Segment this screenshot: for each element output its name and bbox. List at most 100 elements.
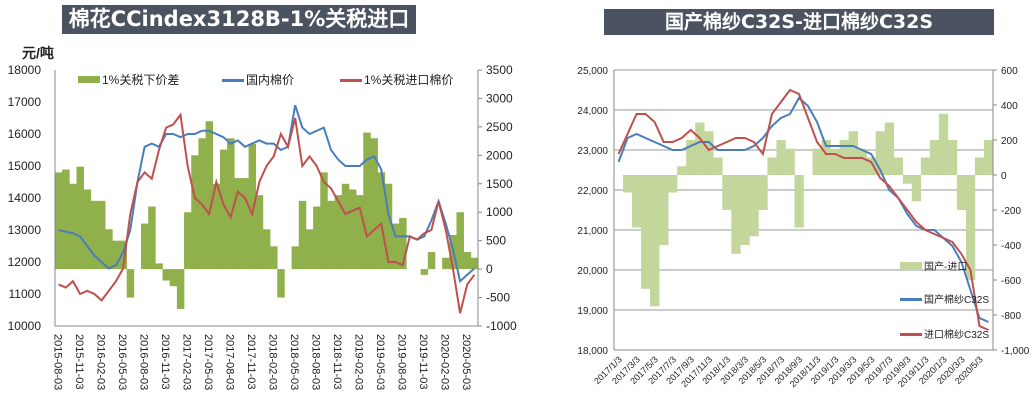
chart1-legend-label: 1%关税下价差: [102, 73, 179, 87]
chart1-x-tick-label: 2017-02-03: [181, 334, 193, 390]
chart1-bar: [463, 252, 472, 270]
chart2-y-tick-label: 24,000: [577, 106, 608, 117]
chart1-bar: [327, 200, 335, 270]
chart1-legend-swatch: [340, 79, 362, 82]
chart1-bar: [377, 172, 386, 270]
chart2-bar: [857, 148, 867, 175]
chart1-legend-swatch: [78, 76, 100, 83]
chart1-y-tick-label: 14000: [8, 191, 42, 205]
chart2-bar: [713, 157, 723, 175]
chart1-y-tick-label: 13000: [8, 223, 42, 237]
chart1-bar: [98, 200, 106, 270]
chart1-bar: [234, 178, 242, 270]
chart1-bar: [456, 212, 464, 270]
chart2-bar: [695, 122, 705, 175]
chart2-bar: [956, 175, 967, 210]
chart1-y-tick-label: 10000: [8, 319, 42, 333]
chart1-y2-tick-label: 3500: [486, 63, 513, 77]
chart2-y2-tick-label: 400: [1001, 101, 1018, 112]
chart2-bar: [812, 148, 822, 175]
chart1-bar: [363, 132, 371, 270]
chart1-y-tick-label: 12000: [8, 255, 42, 269]
chart1-bar: [227, 138, 235, 270]
chart1-bar: [212, 183, 221, 270]
chart1-bar: [69, 183, 77, 270]
chart2-bar: [740, 175, 750, 245]
chart1-x-tick-label: 2020-02-03: [439, 334, 451, 390]
chart2-y2-tick-label: 0: [1001, 171, 1007, 182]
chart2-bar: [875, 131, 886, 175]
chart1-bar: [320, 172, 328, 270]
chart1-bar: [176, 269, 185, 309]
chart2-bar: [929, 140, 940, 175]
chart1-y2-tick-label: 2000: [486, 148, 513, 162]
chart1-y2-tick-label: 500: [486, 234, 506, 248]
chart2-y-tick-label: 18,000: [577, 346, 608, 357]
chart2-bar: [641, 175, 651, 289]
chart2-bar: [668, 175, 678, 193]
chart2-bar: [821, 140, 831, 175]
chart2-bar: [947, 140, 958, 175]
chart2-bar: [722, 175, 732, 210]
chart1-x-tick-label: 2016-11-03: [159, 334, 171, 389]
chart2-bar: [758, 175, 768, 210]
chart1-bar: [348, 189, 357, 270]
chart1-bar: [90, 200, 99, 270]
chart1-y-tick-label: 11000: [9, 287, 42, 301]
chart2-bar: [983, 140, 994, 175]
chart2-bar: [704, 131, 714, 175]
chart2-bar: [902, 175, 913, 184]
chart2-line-进口棉纱C32S: [617, 88, 989, 331]
chart1-y2-tick-label: 0: [486, 262, 493, 276]
chart2-bar: [677, 166, 687, 175]
chart2-bar: [767, 157, 777, 175]
chart2-bar: [785, 148, 795, 175]
chart1-legend-label: 国内棉价: [246, 73, 294, 87]
chart2-bar: [974, 157, 985, 175]
chart2-bar: [731, 175, 741, 254]
chart2-bar: [965, 175, 976, 280]
chart1-bar: [391, 223, 400, 270]
chart1-legend-swatch: [222, 79, 244, 82]
chart1-bar: [105, 229, 113, 270]
chart1-x-tick-label: 2019-08-03: [396, 334, 408, 390]
chart2-bar: [848, 131, 858, 175]
chart1-x-tick-label: 2016-02-03: [95, 334, 107, 390]
chart1-bar: [427, 252, 436, 270]
chart1-bar: [191, 155, 199, 270]
chart2-bar: [920, 157, 931, 175]
chart2-y-tick-label: 23,000: [577, 146, 608, 157]
chart1-title: 棉花CCindex3128B-1%关税进口棉: [62, 5, 416, 60]
chart1-x-tick-label: 2017-08-03: [224, 334, 236, 390]
chart2-legend-swatch: [900, 333, 922, 336]
chart1-bar: [62, 169, 70, 270]
chart1-y-tick-label: 16000: [8, 127, 42, 141]
chart1-x-tick-label: 2018-05-03: [288, 334, 300, 390]
chart2-y-tick-label: 21,000: [577, 226, 608, 237]
chart1-bar: [112, 240, 120, 270]
chart2-bar: [893, 157, 904, 175]
chart1-bar: [184, 212, 192, 270]
chart2-bar: [938, 113, 949, 175]
chart1-bar: [370, 138, 378, 270]
chart1-bar: [55, 172, 63, 270]
chart2-legend-label: 国产棉纱C32S: [924, 293, 989, 306]
chart2-bar: [623, 175, 633, 193]
chart2-bar: [650, 175, 660, 307]
chart1-x-tick-label: 2017-05-03: [202, 334, 214, 390]
chart1-bar: [126, 269, 135, 298]
chart1-x-tick-label: 2020-05-03: [460, 334, 472, 390]
chart2-legend-swatch: [900, 298, 922, 301]
chart1-bar: [205, 121, 214, 270]
chart1-bar: [305, 229, 314, 270]
chart1-bar: [298, 200, 307, 270]
chart2-y2-tick-label: -600: [1001, 276, 1021, 287]
chart1-bar: [313, 206, 321, 270]
chart2-y2-tick-label: 600: [1001, 66, 1018, 77]
chart1-bar: [341, 183, 350, 270]
chart1-bar: [470, 257, 479, 270]
chart2-bar: [830, 148, 840, 175]
chart2-legend-swatch: [900, 262, 922, 269]
chart1-y2-tick-label: 3000: [486, 91, 513, 105]
